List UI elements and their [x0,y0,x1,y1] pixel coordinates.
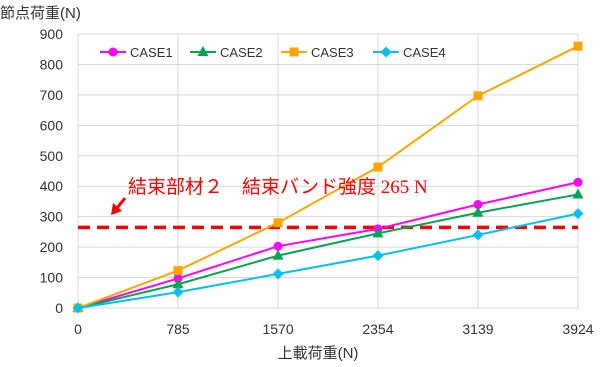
x-tick-label: 3924 [562,321,593,337]
legend-item: CASE1 [100,45,173,60]
series-line [77,212,579,309]
annotation-arrow-head [111,203,122,215]
data-point [572,188,584,199]
y-tick-label: 200 [40,239,64,255]
legend-label: CASE3 [311,45,354,60]
series-line [77,45,579,309]
y-axis-title: 節点荷重(N) [0,4,81,22]
y-tick-label: 300 [40,209,64,225]
data-point [372,227,384,238]
y-tick-label: 800 [40,56,64,72]
y-tick-label: 900 [40,26,64,42]
y-tick-label: 700 [40,87,64,103]
annotation-group: 結束部材２ 結束バンド強度 265 N [111,176,428,215]
series-case4 [72,208,584,314]
data-point [172,286,184,298]
annotation-arrow-shaft [115,197,127,209]
annotation-text: 結束部材２ 結束バンド強度 265 N [128,176,428,198]
data-point [572,208,584,220]
x-tick-label: 3139 [462,321,493,337]
data-point [172,278,184,289]
data-point [473,91,483,101]
data-point [372,250,384,262]
y-tick-label: 100 [40,270,64,286]
legend-item: CASE3 [281,45,354,60]
x-tick-labels: 0 785 1570 2354 3139 3924 [74,321,594,337]
legend-label: CASE2 [220,45,263,60]
legend-label: CASE4 [403,45,446,60]
x-tick-label: 785 [166,321,190,337]
data-point [273,241,283,251]
y-tick-labels: 0 100 200 300 400 500 600 700 800 900 [40,26,64,316]
data-point [472,206,484,217]
gridlines [77,33,579,309]
legend-label: CASE1 [130,45,173,60]
data-point [373,162,383,172]
data-point [272,249,284,260]
y-tick-label: 400 [40,178,64,194]
x-tick-label: 0 [74,321,82,337]
series-group [72,41,584,314]
data-point [173,266,183,276]
y-tick-label: 600 [40,117,64,133]
data-point [197,46,209,56]
data-point [108,47,118,57]
data-point [72,302,84,314]
data-point [573,177,583,187]
legend-item: CASE4 [373,45,446,60]
x-axis-title: 上載荷重(N) [278,345,359,362]
data-point [273,218,283,228]
series-line [77,181,579,309]
x-tick-label: 1570 [262,321,293,337]
data-point [472,229,484,241]
data-point [473,199,483,209]
data-point [573,41,583,51]
y-tick-label: 0 [55,300,63,316]
legend-item: CASE2 [190,45,263,60]
y-tick-label: 500 [40,148,64,164]
legend: CASE1 CASE2 CASE3 CASE4 [100,45,446,60]
data-point [380,46,392,58]
series-line [77,193,579,309]
x-tick-label: 2354 [362,321,393,337]
data-point [272,268,284,280]
data-point [289,47,299,57]
